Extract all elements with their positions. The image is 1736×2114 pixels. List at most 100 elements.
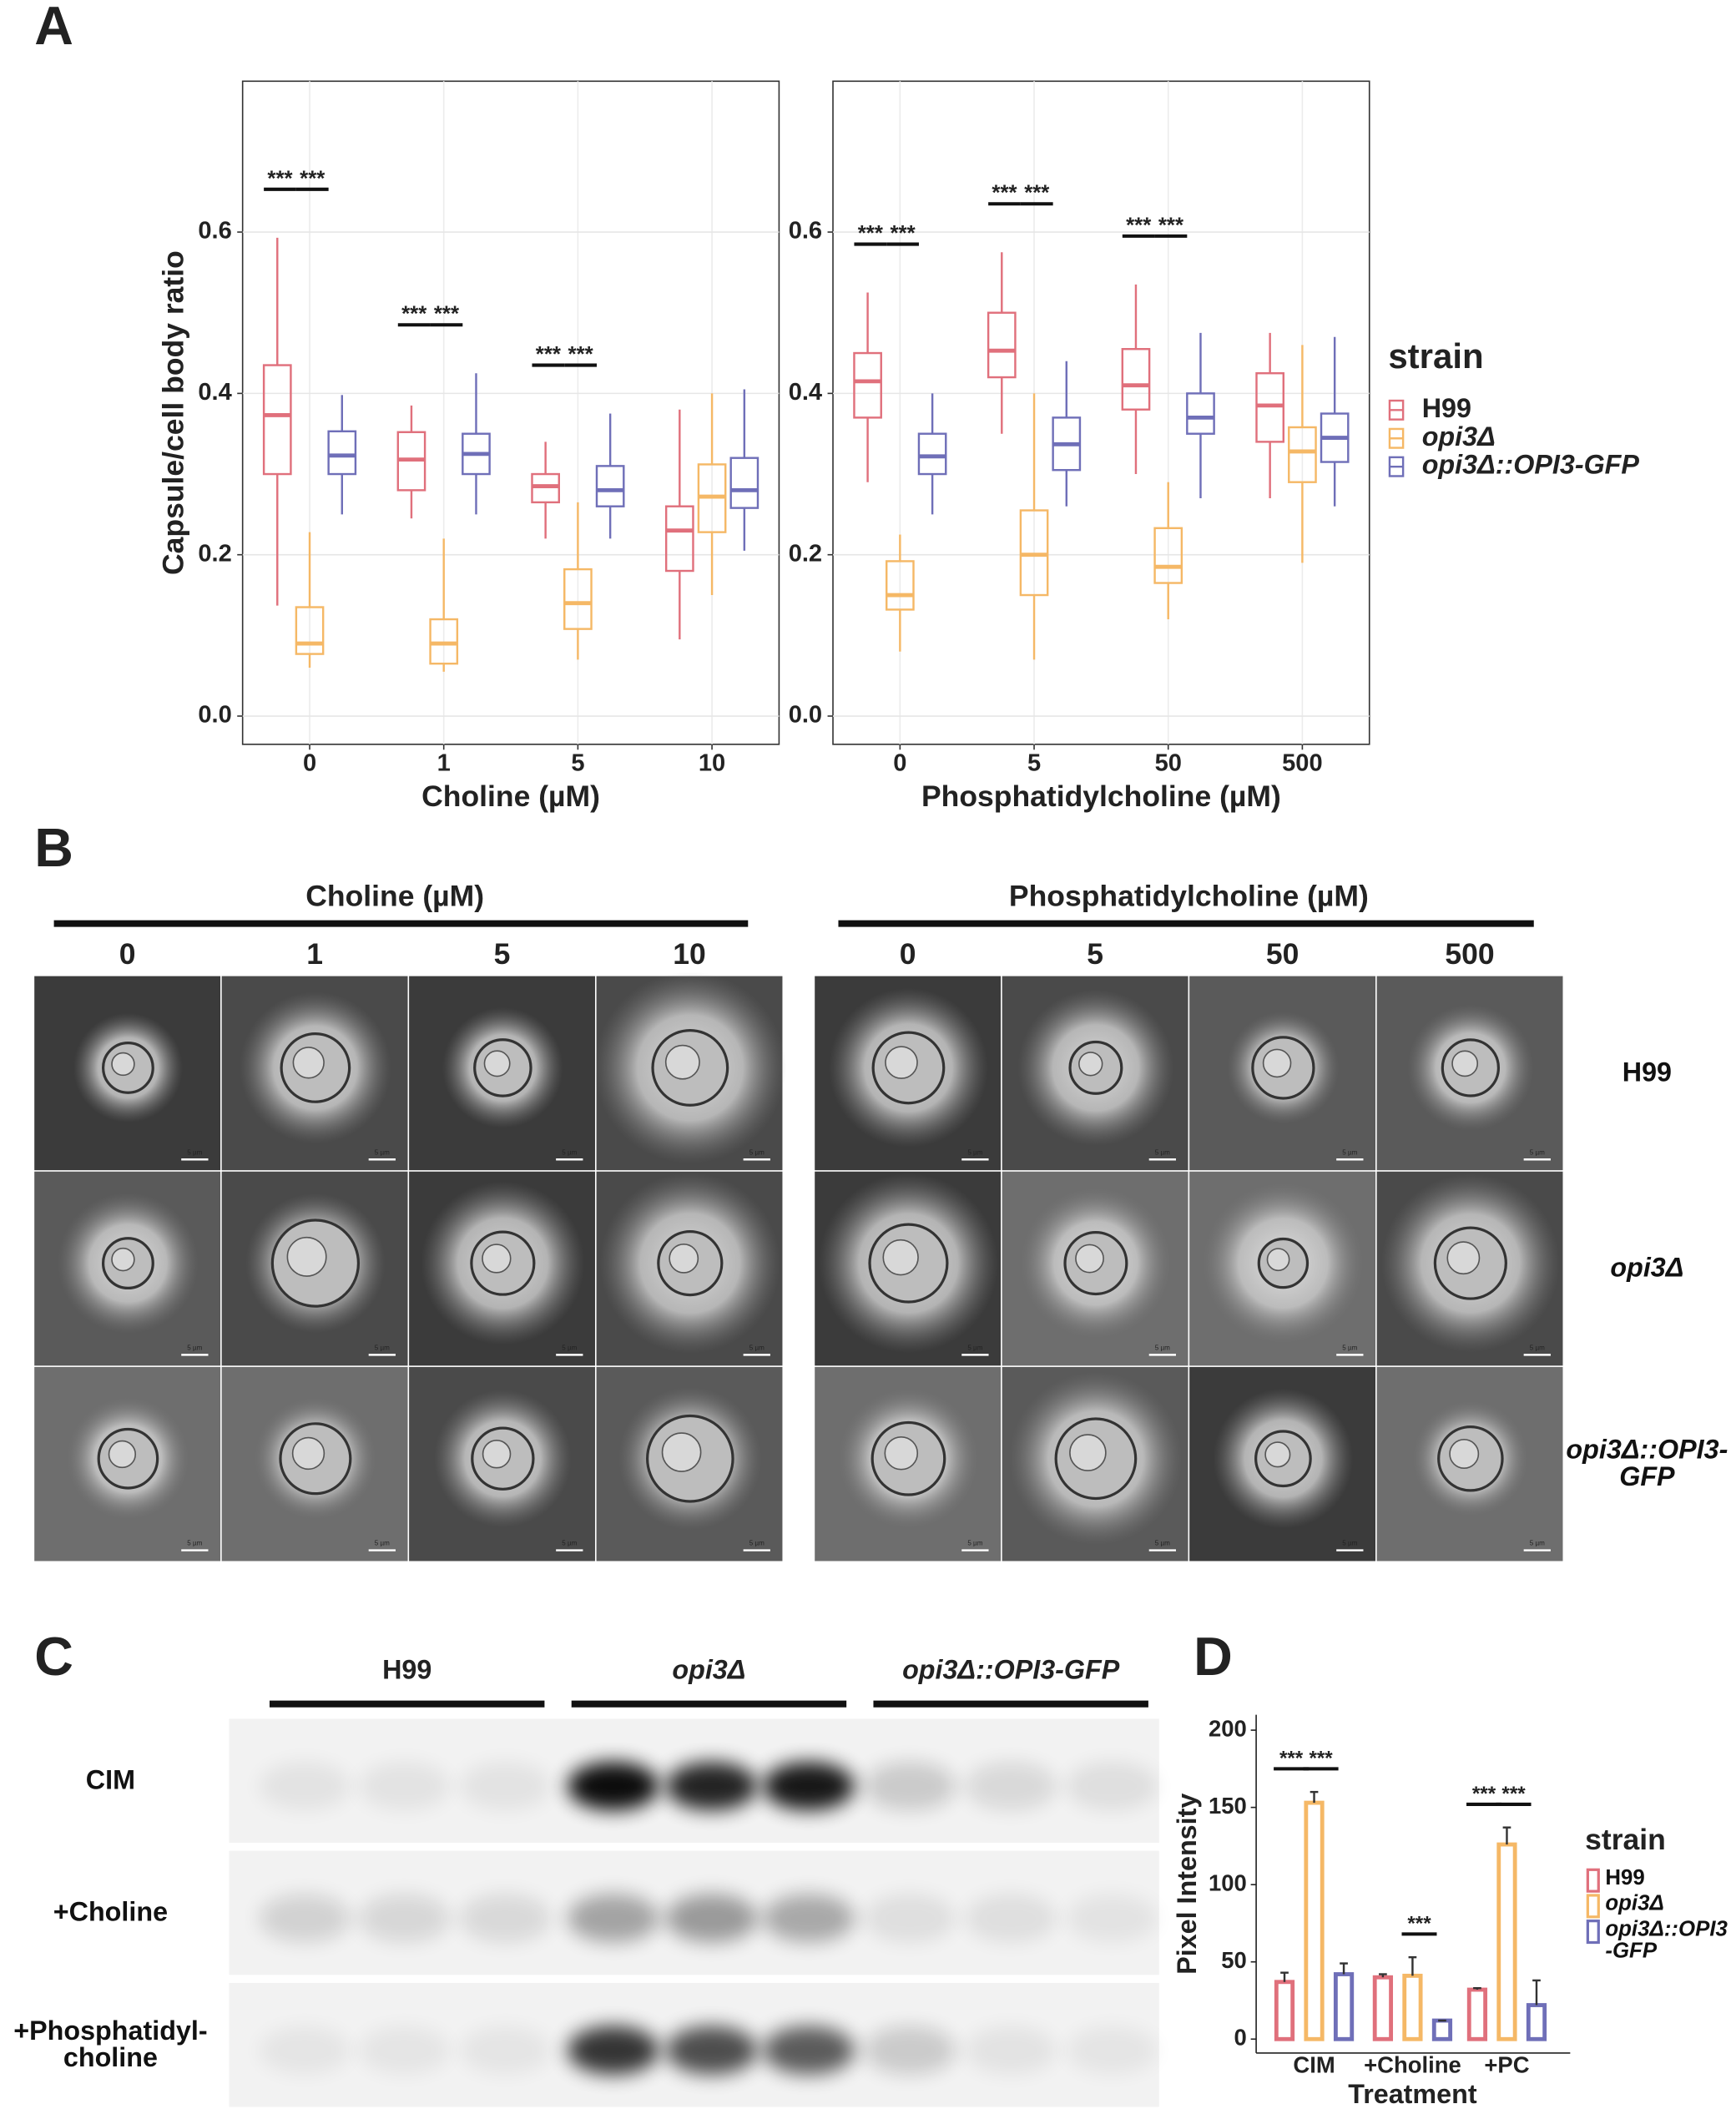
significance-label: *** [1279,1747,1304,1769]
lane-group-label: H99 [382,1654,431,1684]
scale-bar-label: 5 µm [1530,1148,1545,1156]
legend-label: H99 [1605,1868,1645,1890]
legend-swatch [1586,1894,1600,1919]
significance-label: *** [992,182,1017,205]
cell-vacuole [482,1439,512,1469]
legend-title: strain [1585,1823,1666,1856]
cell-vacuole [1078,1052,1103,1077]
bar [1466,1987,1488,2041]
significance-label: *** [1501,1783,1526,1805]
scale-bar-label: 5 µm [1530,1540,1545,1547]
y-tick-label: 0.2 [789,540,822,567]
cell-vacuole [483,1050,511,1077]
cell-vacuole [1264,1441,1291,1468]
scale-bar-label: 5 µm [562,1540,577,1547]
column-label: 500 [1445,937,1494,971]
cell-vacuole [1075,1244,1104,1274]
blot-band [965,2026,1057,2075]
legend-label: opi3Δ [1422,421,1496,452]
bar [1526,2003,1547,2041]
legend-label: opi3Δ::OPI3-GFP [1605,1920,1728,1963]
significance-label: *** [1158,214,1184,237]
scale-bar-label: 5 µm [187,1540,202,1547]
blot-band [259,1894,351,1943]
scale-bar-label: 5 µm [562,1148,577,1156]
scale-bar-label: 5 µm [562,1344,577,1351]
cell-vacuole [1446,1241,1481,1275]
x-tick-label: CIM [1293,2051,1335,2077]
scale-bar-label: 5 µm [1342,1540,1357,1547]
y-tick-label: 0.0 [789,702,822,729]
blot-row-label: CIM [85,1765,136,1796]
box [563,568,593,630]
scale-bar-label: 5 µm [967,1540,982,1547]
scale-bar-label: 5 µm [967,1148,982,1156]
x-tick-label: +Choline [1364,2051,1461,2077]
lane-group-label: opi3Δ::OPI3-GFP [902,1654,1120,1684]
blot-row-label: +Phosphatidyl-choline [13,2016,208,2074]
box [729,457,760,509]
x-tick-label: 500 [1282,750,1322,777]
panel-letter: C [34,1627,73,1687]
bar [1431,2018,1453,2041]
blot-band [358,2026,451,2075]
significance-label: *** [1472,1783,1496,1805]
plot-area [241,80,780,745]
scale-bar-label: 5 µm [1342,1344,1357,1351]
column-label: 10 [673,937,706,971]
scale-bar-label: 5 µm [1155,1148,1170,1156]
x-tick-label: +PC [1484,2051,1529,2077]
cell-vacuole [1069,1434,1107,1471]
y-tick-label: 0.6 [789,218,822,245]
significance-label: *** [891,222,916,245]
blot-band [763,2026,855,2075]
box [1288,426,1317,483]
box [262,364,292,476]
cell-vacuole [1449,1439,1480,1470]
cell-vacuole [1266,1248,1290,1272]
column-label: 50 [1266,937,1299,971]
scale-bar-label: 5 µm [187,1344,202,1351]
plot-area [832,80,1370,745]
x-tick-label: 50 [1155,750,1182,777]
legend-swatch [1586,1920,1600,1945]
box [917,432,947,476]
cell-vacuole [1451,1050,1479,1077]
cell-vacuole [111,1052,135,1077]
bar [1333,1972,1355,2041]
legend-label: opi3Δ [1605,1894,1664,1916]
cell-vacuole [108,1440,137,1469]
blot-band [763,1762,855,1811]
blot-band [459,2026,552,2075]
x-tick-label: 0 [303,750,316,777]
blot-band [864,1762,956,1811]
y-axis-title: Capsule/cell body ratio [156,250,189,575]
scale-bar-label: 5 µm [967,1344,982,1351]
legend-swatch [1586,1868,1600,1893]
bar [1402,1973,1423,2041]
y-tick-label: 50 [1221,1947,1247,1973]
cell-vacuole [664,1044,700,1080]
lane-group-label: opi3Δ [672,1654,745,1684]
blot-band [965,1894,1057,1943]
y-tick-label: 0.0 [198,702,231,729]
row-label-box: H99 [1622,1060,1672,1087]
x-tick-label: 0 [893,750,906,777]
scale-bar-label: 5 µm [187,1148,202,1156]
group-title: Phosphatidylcholine (µM) [1009,879,1369,912]
blot-row-label: +Choline [53,1898,169,1928]
bar [1304,1800,1325,2041]
box [885,560,915,611]
column-label: 5 [494,937,511,971]
x-tick-label: 1 [437,750,451,777]
legend-label: H99 [1422,393,1471,423]
x-tick-label: 5 [1027,750,1041,777]
blot-band [567,2026,659,2075]
cell-vacuole [286,1236,327,1277]
y-tick-label: 0.4 [789,379,822,406]
y-tick-label: 0.2 [198,540,231,567]
significance-label: *** [536,343,562,366]
blot-band [665,1894,758,1943]
